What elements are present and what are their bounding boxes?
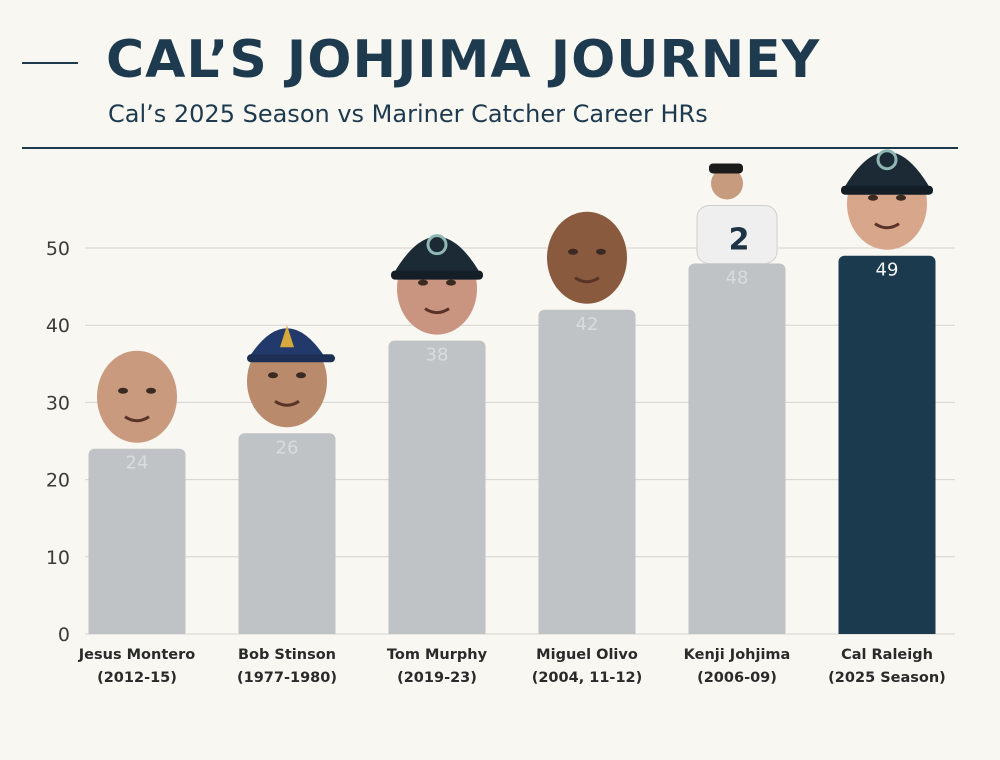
bar-base <box>538 626 636 634</box>
bar-base <box>838 626 936 634</box>
bar-group: 38 Tom Murphy (2019-23) <box>387 234 488 686</box>
header-rule <box>22 147 958 149</box>
header-dash <box>22 62 78 64</box>
mouth <box>124 415 150 423</box>
bar-value-label: 26 <box>276 437 299 458</box>
bar-base <box>88 626 186 634</box>
x-category-label: Tom Murphy <box>387 647 488 663</box>
y-tick-label: 30 <box>46 392 70 414</box>
eye <box>568 248 578 255</box>
helmet <box>843 151 931 190</box>
bar-value-label: 24 <box>126 453 149 474</box>
eye <box>596 248 606 255</box>
bar <box>838 255 936 634</box>
x-category-label: Jesus Montero <box>78 647 195 663</box>
mouth <box>424 307 450 315</box>
bar-group: 48 Kenji Johjima (2006-09) 2 <box>684 163 791 686</box>
x-category-label: Bob Stinson <box>238 647 336 663</box>
bar-base <box>688 626 786 634</box>
player-head <box>711 167 743 200</box>
chart-title: CAL’S JOHJIMA JOURNEY <box>106 30 821 90</box>
helmet-brim <box>391 270 483 280</box>
x-category-label: (2019-23) <box>397 670 477 686</box>
player-portrait <box>97 350 177 443</box>
eye <box>896 194 906 201</box>
bar-group: 49 Cal Raleigh (2025 Season) <box>828 149 946 686</box>
bar-base <box>238 626 336 634</box>
bar <box>688 263 786 634</box>
helmet-brim <box>841 185 933 195</box>
bar <box>538 309 636 634</box>
player-face <box>547 211 627 304</box>
player-portrait <box>547 211 627 304</box>
eye <box>418 279 428 286</box>
x-category-label: (2025 Season) <box>828 670 946 686</box>
x-category-label: (2012-15) <box>97 670 177 686</box>
eye <box>118 387 128 394</box>
bar-value-label: 42 <box>576 314 599 335</box>
x-category-label: Kenji Johjima <box>684 647 791 663</box>
y-tick-label: 40 <box>46 315 70 337</box>
bar-group: 26 Bob Stinson (1977-1980) <box>237 325 337 686</box>
x-category-label: (1977-1980) <box>237 670 337 686</box>
eye <box>296 372 306 379</box>
x-category-label: (2004, 11-12) <box>532 670 643 686</box>
eye <box>868 194 878 201</box>
bar <box>88 448 186 634</box>
bar-base <box>388 626 486 634</box>
y-tick-label: 10 <box>46 547 70 569</box>
bar-value-label: 49 <box>876 260 899 281</box>
y-tick-label: 0 <box>58 624 70 646</box>
player-portrait-helmet <box>841 149 933 250</box>
eye <box>146 387 156 394</box>
y-tick-label: 20 <box>46 470 70 492</box>
trident-logo-icon <box>280 325 294 348</box>
jersey <box>696 204 778 264</box>
eye <box>268 372 278 379</box>
bar <box>388 340 486 634</box>
compass-logo-icon <box>426 234 448 256</box>
mouth <box>574 276 600 284</box>
x-category-label: (2006-09) <box>697 670 777 686</box>
jersey-number: 2 <box>729 222 750 257</box>
eye <box>446 279 456 286</box>
bar-value-label: 38 <box>426 345 449 366</box>
player-portrait-helmet <box>391 234 483 335</box>
bar-group: 42 Miguel Olivo (2004, 11-12) <box>532 211 643 686</box>
cap-brim <box>247 354 335 363</box>
bar-value-label: 48 <box>726 267 749 288</box>
y-tick-label: 50 <box>46 238 70 260</box>
mouth <box>874 222 900 230</box>
compass-logo-icon <box>876 149 898 171</box>
cap <box>709 163 743 174</box>
x-category-label: Cal Raleigh <box>841 647 933 663</box>
helmet <box>393 236 481 275</box>
player-face <box>97 350 177 443</box>
chart-subtitle: Cal’s 2025 Season vs Mariner Catcher Car… <box>108 100 708 128</box>
x-category-label: Miguel Olivo <box>536 647 638 663</box>
player-portrait-cap <box>247 325 335 428</box>
mouth <box>274 399 300 407</box>
bar-group: 24 Jesus Montero (2012-15) <box>78 350 195 686</box>
player-jersey-2: 2 <box>696 163 778 264</box>
bar <box>238 433 336 634</box>
